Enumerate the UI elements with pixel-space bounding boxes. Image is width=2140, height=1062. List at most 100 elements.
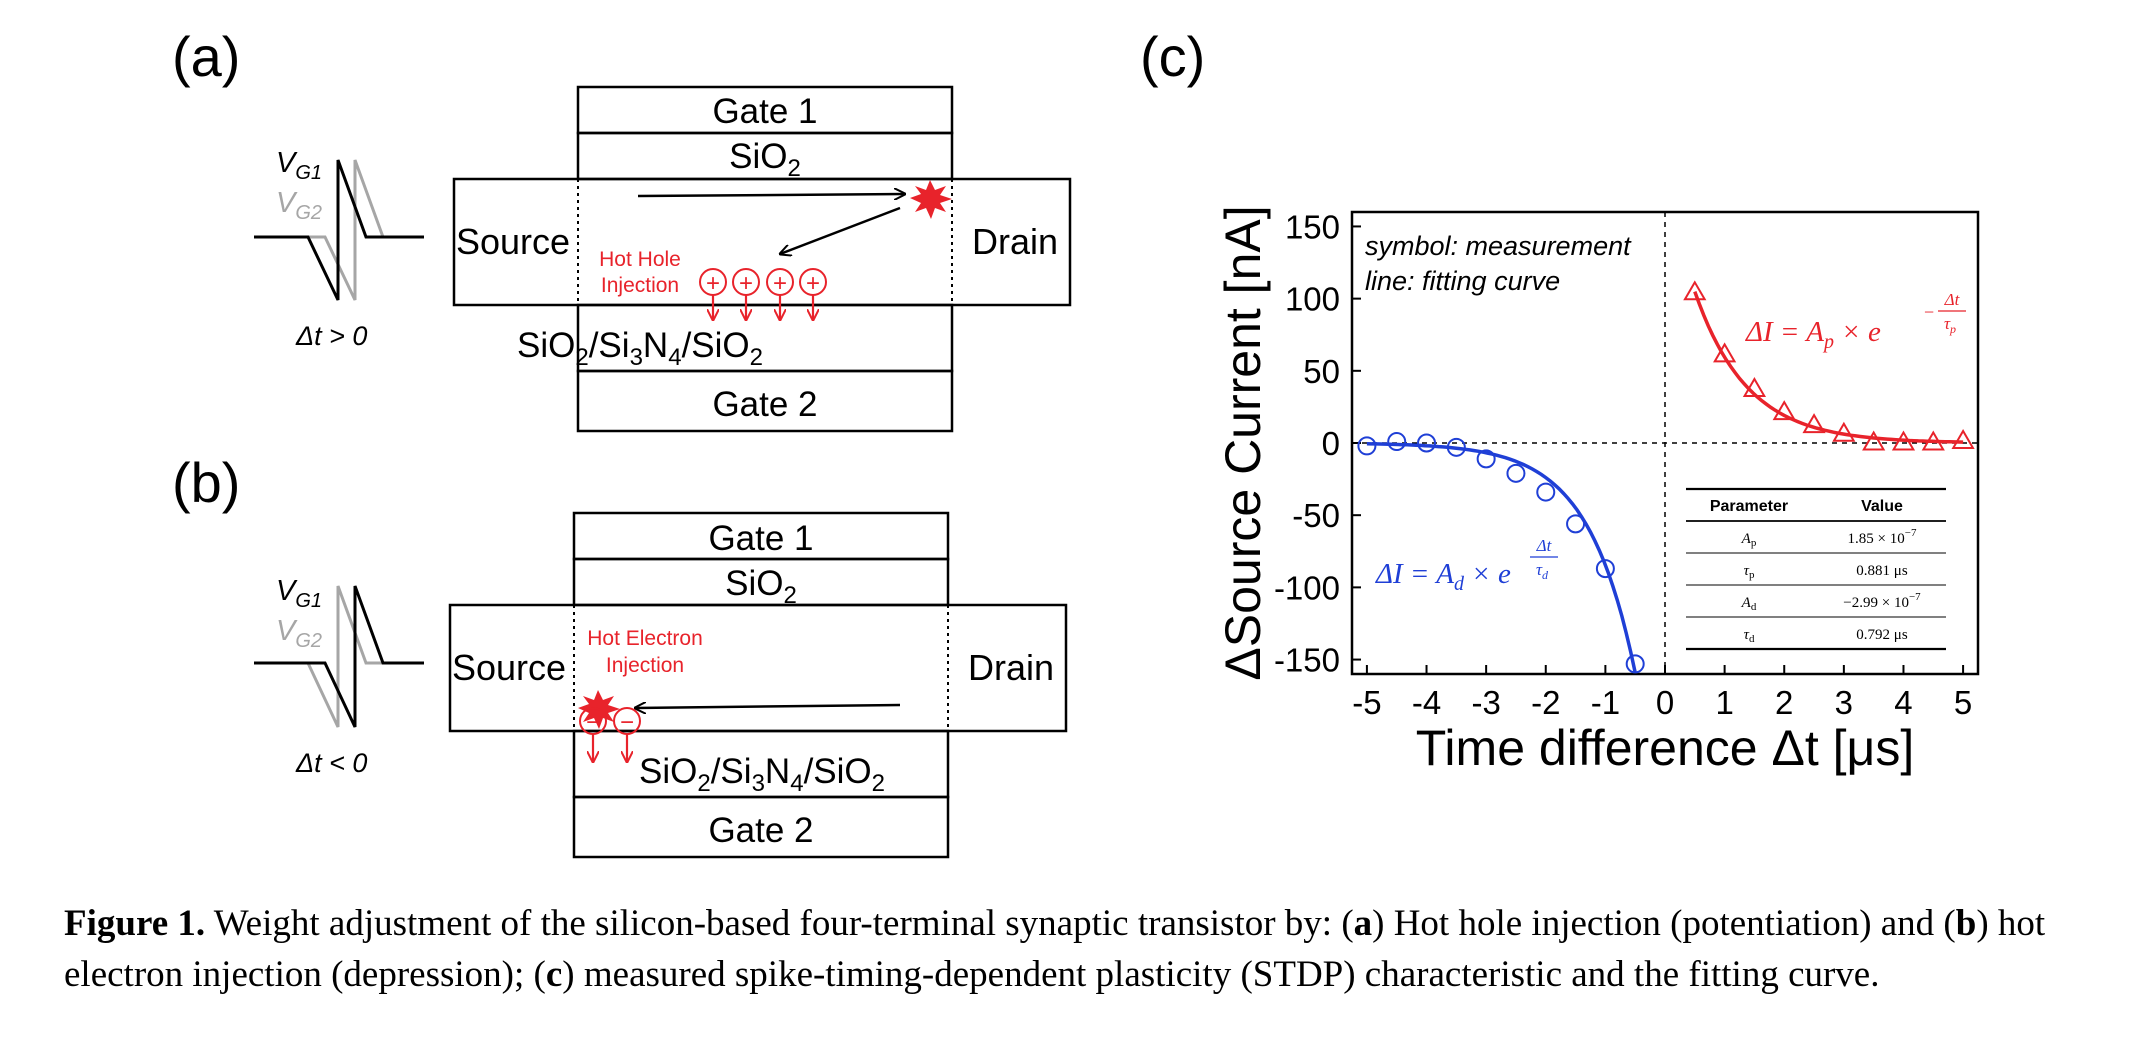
figure-canvas: (a) VG1 VG2 Δt > 0 Gate 1 SiO2 Source Dr… (172, 25, 1980, 859)
svg-text:−: − (586, 709, 600, 736)
svg-text:−: − (620, 709, 634, 736)
table-param-ad: Ad (1741, 595, 1757, 613)
x-tick-label: 1 (1715, 684, 1733, 721)
sio2-label-a: SiO2 (729, 137, 801, 182)
gate1-label-a: Gate 1 (712, 92, 817, 131)
data-point-triangle (1832, 421, 1856, 442)
fit-curve-2 (1693, 290, 1964, 444)
data-point-circle (1417, 433, 1437, 453)
ono-stack-label-b: SiO2/Si3N4/SiO2 (639, 752, 885, 797)
svg-text:ΔI = Ap × e: ΔI = Ap × e (1745, 316, 1881, 353)
data-point-triangle (1862, 430, 1886, 451)
panel-b-label: (b) (172, 451, 240, 514)
panel-a-gate-pulses: VG1 VG2 Δt > 0 (254, 147, 424, 351)
data-point-circle (1387, 432, 1407, 452)
source-label-b: Source (452, 647, 566, 688)
table-value-taud: 0.792 μs (1856, 627, 1908, 643)
data-point-triangle (1802, 413, 1826, 434)
svg-text:+: + (706, 270, 720, 297)
y-tick-label: 0 (1322, 425, 1340, 462)
stdp-chart: -5 -4 -3 -2 -1 0 1 2 3 4 5 150 100 50 0 -50 -100 -150 Tim… (1215, 205, 1980, 776)
vg2-label-a: VG2 (276, 187, 322, 224)
figure-caption: Figure 1. Weight adjustment of the silic… (64, 903, 2046, 995)
vg2-label-b: VG2 (276, 615, 322, 652)
x-tick-label: -1 (1591, 684, 1620, 721)
data-point-circle (1476, 449, 1496, 469)
svg-text:Δt: Δt (1536, 536, 1553, 555)
table-header-parameter: Parameter (1710, 498, 1788, 515)
sio2-label-b: SiO2 (725, 564, 797, 609)
table-param-taud: τd (1744, 627, 1755, 645)
data-point-circle (1566, 514, 1586, 534)
svg-text:+: + (773, 270, 787, 297)
svg-text:−: − (1923, 302, 1935, 322)
table-param-taup: τp (1744, 563, 1755, 581)
fitting-curves (1366, 290, 1964, 673)
panel-c-label: (c) (1140, 25, 1205, 88)
device-structure-b (448, 511, 1068, 859)
axis-ticks: -5 -4 -3 -2 -1 0 1 2 3 4 5 150 100 50 0 -50 -100 -150 (1274, 208, 1972, 721)
reference-lines (1352, 212, 1978, 674)
gate2-layer-b (572, 795, 950, 859)
x-tick-label: 5 (1954, 684, 1972, 721)
svg-text:ΔI = Ad × e: ΔI = Ad × e (1375, 558, 1511, 595)
injection-label-a: Hot Hole Injection (599, 248, 681, 297)
gate2-label-a: Gate 2 (712, 385, 817, 424)
injection-label-b: Hot Electron Injection (587, 627, 703, 677)
panel-b: (b) VG1 VG2 Δt < 0 Gate 1 SiO2 Source Dr… (172, 451, 1068, 859)
gate2-label-b: Gate 2 (708, 811, 813, 850)
hole-charge-1-a: + (699, 268, 727, 320)
table-value-ad: −2.99 × 10−7 (1843, 591, 1921, 611)
hole-charge-2-a: + (732, 268, 760, 320)
y-axis-title: ΔSource Current [nA] (1215, 205, 1271, 680)
vg1-label-b: VG1 (276, 575, 322, 612)
x-tick-label: -4 (1412, 684, 1441, 721)
x-tick-label: -5 (1352, 684, 1381, 721)
carrier-path-arrow-b (635, 705, 901, 708)
carrier-path-arrow-a (637, 194, 905, 196)
panel-a: (a) VG1 VG2 Δt > 0 Gate 1 SiO2 Source Dr… (172, 25, 1072, 433)
svg-text:+: + (806, 270, 820, 297)
y-tick-label: -50 (1292, 497, 1340, 534)
drain-label-a: Drain (972, 221, 1058, 262)
x-tick-label: 0 (1656, 684, 1674, 721)
svg-text:τd: τd (1536, 560, 1549, 582)
legend-note-line: line: fitting curve (1365, 266, 1560, 296)
data-point-circle (1446, 437, 1466, 457)
x-tick-label: 2 (1775, 684, 1793, 721)
device-structure-a (452, 85, 1072, 433)
vg1-waveform-b (254, 585, 424, 728)
vg1-waveform-a (254, 159, 424, 301)
y-tick-label: -150 (1274, 642, 1340, 679)
x-tick-label: 4 (1894, 684, 1912, 721)
data-point-circle (1357, 436, 1377, 456)
source-label-a: Source (456, 221, 570, 262)
data-point-triangle (1742, 377, 1767, 398)
data-point-triangle (1713, 342, 1737, 363)
electron-charge-2-b: − (613, 707, 641, 762)
electron-charge-1-b: − (579, 707, 607, 762)
delta-t-label-a: Δt > 0 (295, 321, 367, 351)
hole-charges-a: + + + + (699, 268, 827, 320)
scatter-arrow-a (780, 206, 901, 254)
impact-burst-icon-a (910, 180, 952, 219)
y-tick-label: 50 (1303, 353, 1340, 390)
panel-a-label: (a) (172, 25, 240, 88)
panel-b-gate-pulses: VG1 VG2 Δt < 0 (254, 575, 424, 778)
data-point-triangle (1951, 429, 1975, 450)
drain-label-b: Drain (968, 647, 1054, 688)
equation-depression: ΔI = Ad × e Δt τd (1375, 536, 1558, 595)
hole-charge-3-a: + (766, 268, 794, 320)
svg-text:+: + (739, 270, 753, 297)
x-axis-title: Time difference Δt [μs] (1416, 720, 1915, 776)
legend-note-symbol: symbol: measurement (1365, 231, 1632, 261)
data-point-circle (1506, 463, 1526, 483)
data-point-triangle (1921, 430, 1945, 451)
electron-charges-b: − − (579, 707, 641, 762)
svg-text:τp: τp (1944, 314, 1956, 336)
svg-text:Δt: Δt (1944, 290, 1961, 309)
data-point-triangle (1891, 430, 1916, 451)
panel-c: (c) -5 -4 -3 -2 -1 0 1 2 3 4 5 150 100 50 0 -50 -100 -150… (1140, 25, 1980, 776)
fit-curve-1 (1366, 442, 1637, 673)
y-tick-label: 100 (1285, 281, 1340, 318)
